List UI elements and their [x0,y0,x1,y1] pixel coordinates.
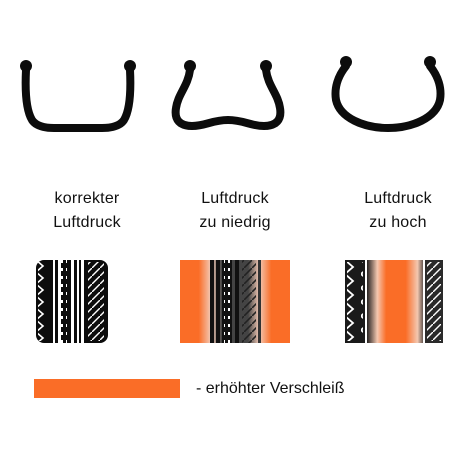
tread-correct-pattern [36,260,108,343]
label-high-line1: Luftdruck [364,190,432,207]
label-high-line2: zu hoch [369,214,427,231]
tread-correct [36,260,108,343]
tire-profile-correct [18,52,138,142]
label-correct: korrekter Luftdruck [22,187,152,235]
legend-wear-swatch [34,379,180,398]
label-correct-line1: korrekter [54,190,120,207]
tire-profile-correct-shape [20,60,136,132]
tread-low [180,260,290,343]
label-low-line2: zu niedrig [199,214,271,231]
label-low-line1: Luftdruck [201,190,269,207]
tire-profile-low-shape [171,60,285,131]
tire-profile-high-shape [331,56,445,133]
tire-profile-high [328,52,448,142]
label-low: Luftdruck zu niedrig [170,187,300,235]
tire-profile-low [168,52,288,142]
legend-wear-label: - erhöhter Verschleiß [196,380,345,397]
tread-low-pattern [180,260,290,343]
tread-high-pattern [345,260,443,343]
label-high: Luftdruck zu hoch [333,187,463,235]
label-correct-line2: Luftdruck [53,214,121,231]
tread-high [345,260,443,343]
